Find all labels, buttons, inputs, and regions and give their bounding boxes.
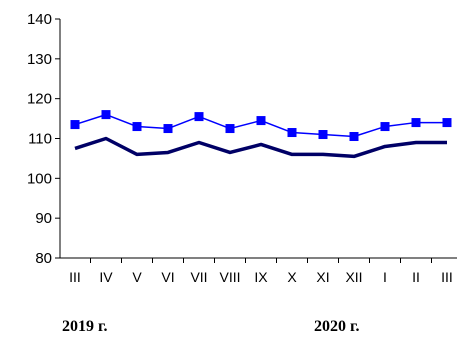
series-1-point bbox=[70, 120, 80, 130]
y-tick-label: 90 bbox=[35, 210, 52, 227]
x-tick-label: VIII bbox=[219, 269, 240, 285]
x-tick-label: III bbox=[441, 269, 453, 285]
series-1-point bbox=[411, 118, 421, 128]
x-axis: III IV V VI VII VIII IX X XI XII I II III bbox=[60, 257, 457, 285]
x-tick-label: V bbox=[132, 269, 142, 285]
series-1-point bbox=[132, 122, 142, 132]
series-1-point bbox=[318, 130, 328, 140]
x-tick-label: XII bbox=[345, 269, 362, 285]
year-label-2020: 2020 г. bbox=[314, 318, 360, 335]
y-tick-label: 140 bbox=[27, 11, 52, 28]
x-tick-label: III bbox=[69, 269, 81, 285]
series-1-point bbox=[287, 128, 297, 138]
x-tick-label: IX bbox=[254, 269, 268, 285]
x-tick-label: X bbox=[287, 269, 297, 285]
y-tick-label: 100 bbox=[27, 170, 52, 187]
x-tick-label: IV bbox=[99, 269, 113, 285]
y-tick-label: 110 bbox=[28, 131, 52, 148]
series-1-point bbox=[256, 116, 266, 126]
x-tick-label: VII bbox=[190, 269, 207, 285]
x-tick-label: I bbox=[383, 269, 387, 285]
series-1-point bbox=[442, 118, 452, 128]
y-axis: 80 90 100 110 120 130 140 bbox=[27, 11, 61, 267]
series-1-point bbox=[349, 132, 359, 142]
x-tick-label: XI bbox=[316, 269, 329, 285]
x-tick-label: VI bbox=[161, 269, 174, 285]
y-tick-label: 120 bbox=[27, 91, 52, 108]
series-1-point bbox=[101, 110, 111, 120]
series-2-line bbox=[74, 136, 447, 159]
series-1-point bbox=[225, 124, 235, 134]
series-1-point bbox=[380, 122, 390, 132]
series-1-point bbox=[163, 124, 173, 134]
series-1-point bbox=[194, 112, 204, 122]
series-layer bbox=[70, 110, 452, 159]
y-tick-label: 80 bbox=[35, 250, 52, 267]
x-tick-label: II bbox=[412, 269, 420, 285]
year-label-2019: 2019 г. bbox=[62, 318, 108, 335]
y-tick-label: 130 bbox=[27, 51, 52, 68]
